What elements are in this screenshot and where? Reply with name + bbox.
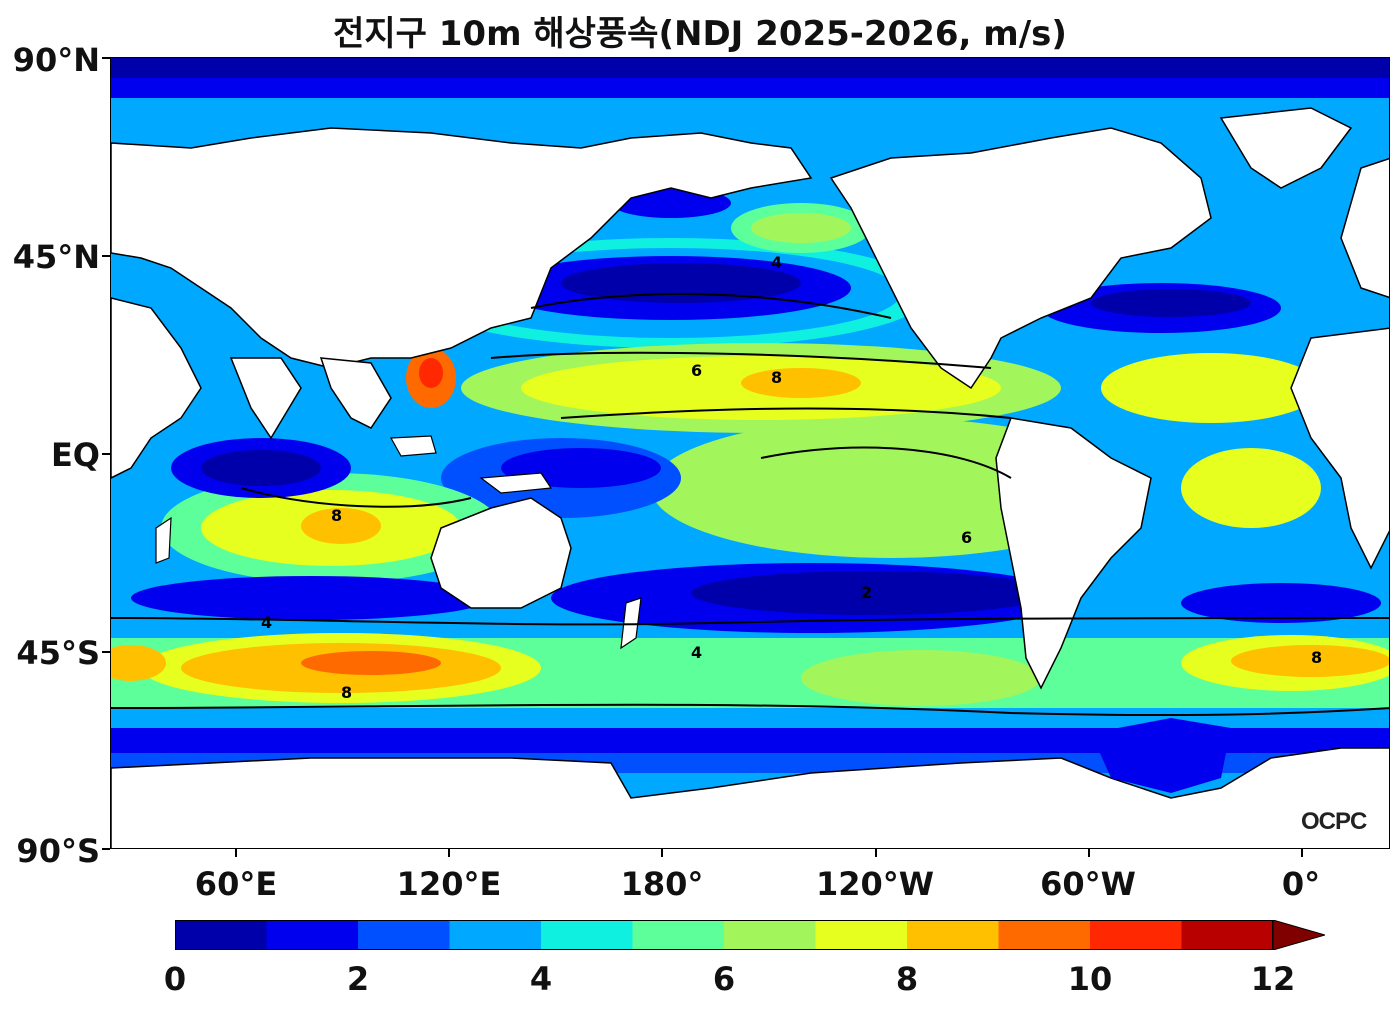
colorbar-extend-arrow — [1272, 920, 1325, 950]
lat-label-eq: EQ — [50, 436, 100, 474]
svg-text:2: 2 — [861, 583, 872, 602]
colorbar-label-12: 12 — [1250, 960, 1296, 998]
colorbar-segment — [1090, 920, 1182, 950]
colorbar-border — [175, 920, 1273, 950]
colorbar-segment — [449, 920, 542, 950]
lat-label-90s: 90°S — [16, 832, 100, 870]
lon-label-180: 180° — [620, 865, 704, 903]
wind-field: 8 6 8 8 2 4 6 8 4 4 — [111, 58, 1389, 848]
lon-label-0: 0° — [1281, 865, 1321, 903]
svg-text:8: 8 — [1311, 648, 1322, 667]
wind-speed-map: 8 6 8 8 2 4 6 8 4 4 OCPC — [110, 57, 1390, 849]
colorbar-label-10: 10 — [1067, 960, 1113, 998]
colorbar-segment — [266, 920, 359, 950]
lat-label-90n: 90°N — [12, 41, 100, 79]
colorbar — [175, 920, 1325, 950]
svg-text:8: 8 — [331, 506, 342, 525]
colorbar-label-0: 0 — [163, 960, 187, 998]
map-title: 전지구 10m 해상풍속(NDJ 2025-2026, m/s) — [333, 14, 1067, 54]
colorbar-segment — [632, 920, 725, 950]
colorbar-segment — [541, 920, 633, 950]
colorbar-segment — [358, 920, 450, 950]
lon-label-120w: 120°W — [815, 865, 935, 903]
svg-text:8: 8 — [341, 683, 352, 702]
colorbar-segment — [1181, 920, 1274, 950]
colorbar-segment — [175, 920, 267, 950]
lat-label-45s: 45°S — [16, 634, 100, 672]
lon-label-60e: 60°E — [194, 865, 278, 903]
colorbar-label-2: 2 — [346, 960, 370, 998]
colorbar-segment — [907, 920, 999, 950]
colorbar-label-4: 4 — [529, 960, 553, 998]
colorbar-segment — [724, 920, 816, 950]
colorbar-segment — [815, 920, 908, 950]
colorbar-segment — [998, 920, 1091, 950]
svg-text:6: 6 — [691, 361, 702, 380]
svg-text:8: 8 — [771, 368, 782, 387]
colorbar-label-8: 8 — [895, 960, 919, 998]
colorbar-label-6: 6 — [712, 960, 736, 998]
svg-text:4: 4 — [261, 613, 272, 632]
lat-label-45n: 45°N — [12, 238, 100, 276]
svg-text:6: 6 — [961, 528, 972, 547]
svg-text:4: 4 — [691, 643, 702, 662]
lon-label-60w: 60°W — [1040, 865, 1136, 903]
svg-text:4: 4 — [771, 253, 782, 272]
lon-label-120e: 120°E — [396, 865, 502, 903]
ocpc-logo: OCPC — [1301, 808, 1367, 835]
